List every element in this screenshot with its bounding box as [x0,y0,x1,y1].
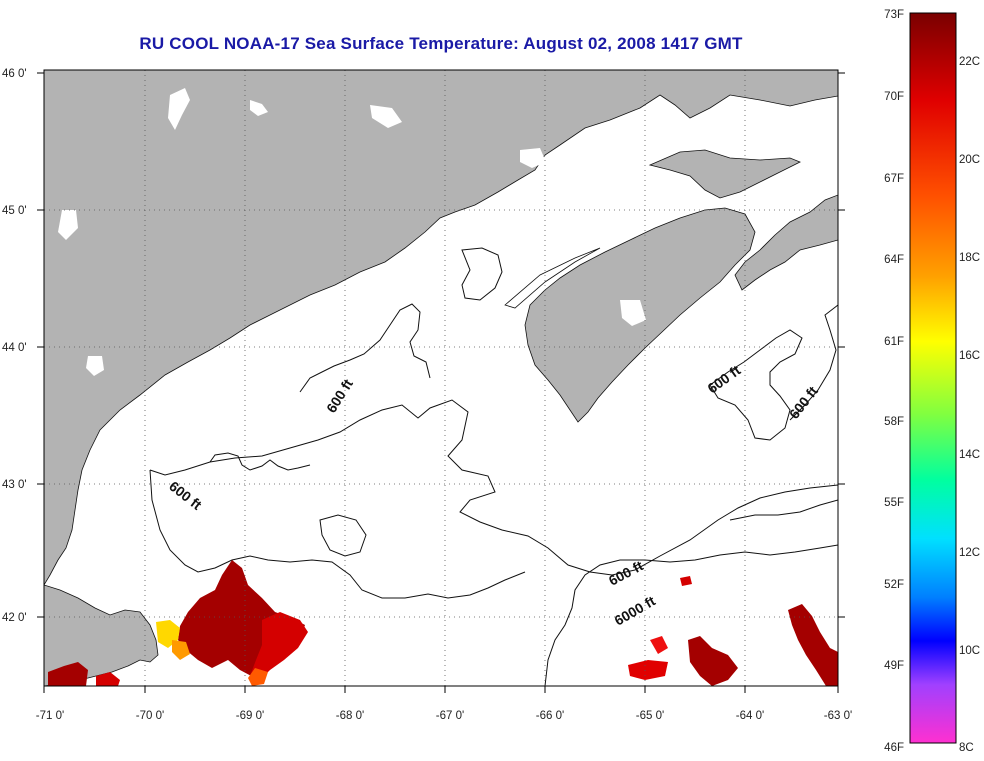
lon-tick-label: -64 0' [736,710,764,722]
lon-tick-label: -68 0' [336,710,364,722]
colorbar-c-label: 10C [959,645,980,657]
map-frame [43,69,839,687]
map-title: RU COOL NOAA-17 Sea Surface Temperature:… [139,34,743,53]
colorbar-f-label: 58F [884,416,904,428]
lat-tick-label: 45 0' [2,205,27,217]
land-new-brunswick-shelf [648,149,801,199]
latitude-labels: 46 0' 45 0' 44 0' 43 0' 42 0' [2,68,27,624]
colorbar-f-label: 73F [884,9,904,21]
colorbar-f-label: 67F [884,173,904,185]
colorbar-f-label: 61F [884,336,904,348]
colorbar-c-label: 18C [959,252,980,264]
colorbar-c-label: 20C [959,154,980,166]
colorbar-c-label: 16C [959,350,980,362]
lat-tick-label: 44 0' [2,342,27,354]
colorbar-f-label: 55F [884,497,904,509]
tick-marks [37,72,845,693]
land-mainland [44,70,838,586]
lon-tick-label: -65 0' [636,710,664,722]
sst-data [48,560,838,686]
inland-lakes [58,88,646,376]
fundy-channel [504,247,601,309]
colorbar-c-label: 12C [959,547,980,559]
lat-tick-label: 43 0' [2,479,27,491]
lon-tick-label: -70 0' [136,710,164,722]
colorbar-c-label: 14C [959,449,980,461]
colorbar-f-label: 70F [884,91,904,103]
colorbar-f-label: 46F [884,742,904,754]
lat-tick-label: 46 0' [2,68,27,80]
lon-tick-label: -66 0' [536,710,564,722]
land-cape-breton [734,194,838,291]
longitude-labels: -71 0' -70 0' -69 0' -68 0' -67 0' -66 0… [36,710,852,722]
colorbar-f-label: 52F [884,579,904,591]
colorbar-c-label: 8C [959,742,974,754]
lon-tick-label: -71 0' [36,710,64,722]
colorbar: 73F 70F 67F 64F 61F 58F 55F 52F 49F 46F … [884,9,980,754]
contour-lines [149,247,838,686]
colorbar-gradient [909,12,957,744]
lon-tick-label: -69 0' [236,710,264,722]
lon-tick-label: -63 0' [824,710,852,722]
colorbar-f-label: 49F [884,660,904,672]
colorbar-f-label: 64F [884,254,904,266]
lon-tick-label: -67 0' [436,710,464,722]
lat-tick-label: 42 0' [2,612,27,624]
colorbar-c-label: 22C [959,56,980,68]
